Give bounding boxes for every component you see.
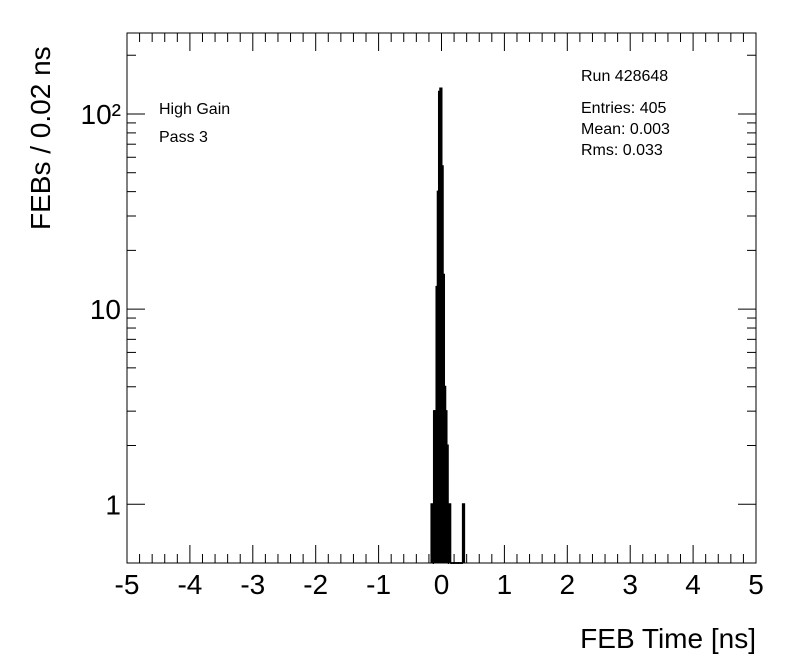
x-tick-label: 2 — [560, 569, 576, 600]
histogram-bin — [461, 503, 466, 563]
annotation: High Gain — [159, 101, 230, 118]
x-axis-title: FEB Time [ns] — [580, 623, 756, 654]
x-tick-label: 4 — [685, 569, 701, 600]
histogram-bin — [430, 503, 434, 563]
x-tick-label: -1 — [366, 569, 391, 600]
annotation: Pass 3 — [159, 129, 208, 146]
x-tick-label: 3 — [622, 569, 638, 600]
y-tick-label: 1 — [105, 489, 121, 520]
x-tick-label: 5 — [748, 569, 764, 600]
histogram-bin — [445, 444, 449, 563]
stat-text: Rms: 0.033 — [581, 142, 663, 159]
x-tick-label: -4 — [177, 569, 202, 600]
y-tick-label: 10 — [90, 294, 121, 325]
y-tick-label: 10² — [81, 99, 121, 130]
x-tick-label: 1 — [497, 569, 513, 600]
stat-text: Run 428648 — [581, 68, 668, 85]
histogram-bin — [448, 503, 452, 563]
x-tick-label: -3 — [240, 569, 265, 600]
x-tick-label: -5 — [115, 569, 140, 600]
stat-text: Entries: 405 — [581, 100, 666, 117]
y-axis-title: FEBs / 0.02 ns — [25, 46, 56, 230]
x-tick-label: -2 — [303, 569, 328, 600]
stat-text: Mean: 0.003 — [581, 121, 670, 138]
x-tick-label: 0 — [434, 569, 450, 600]
